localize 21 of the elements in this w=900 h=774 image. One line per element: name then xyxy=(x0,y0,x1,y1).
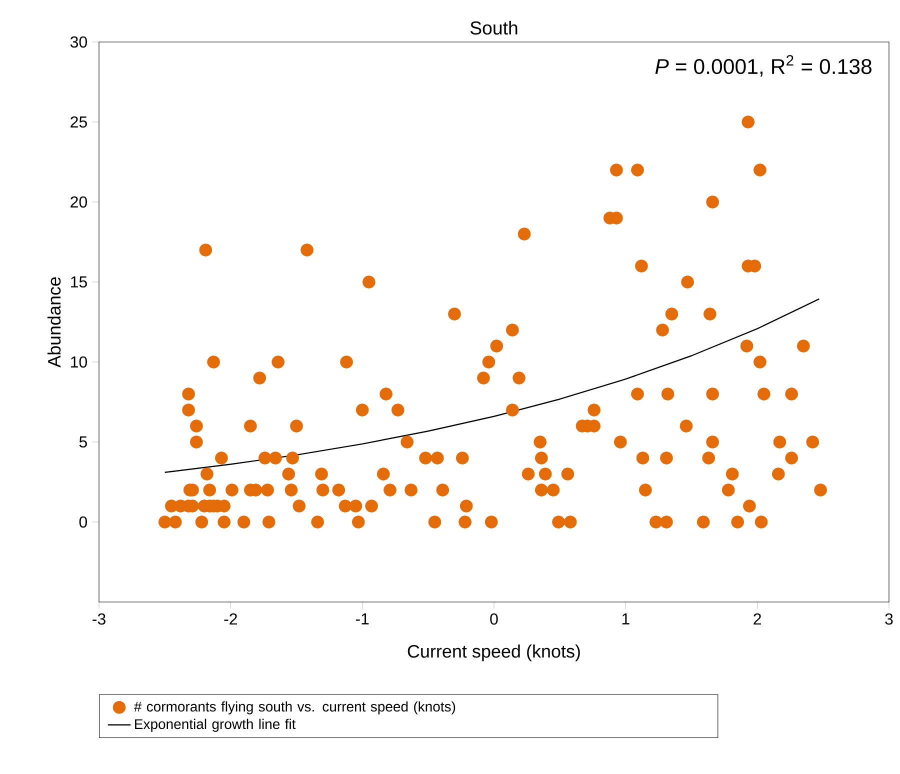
legend-label: # cormorants flying south vs. current speed (knots) xyxy=(134,701,456,714)
x-tick-label: 0 xyxy=(490,613,498,625)
x-axis-title: Current speed (knots) xyxy=(408,644,580,662)
y-axis-title: Abundance xyxy=(47,277,61,368)
y-tick-label: 30 xyxy=(70,36,88,48)
y-tick-label: 25 xyxy=(70,116,87,128)
x-tick-label: -2 xyxy=(224,613,237,625)
legend-label: Exponential growth line fit xyxy=(135,718,296,732)
y-tick-label: 0 xyxy=(79,516,88,528)
x-tick-label: 1 xyxy=(622,613,630,624)
line-series xyxy=(164,298,820,473)
annotation: P = 0.0001, R$^{2}$ = 0.138 xyxy=(655,55,872,77)
x-tick-label: -1 xyxy=(356,613,369,624)
x-tick-label: 3 xyxy=(885,613,893,625)
y-tick-label: 10 xyxy=(71,356,88,368)
chart-title: South xyxy=(470,20,518,35)
x-tick-label: 2 xyxy=(754,613,761,625)
y-tick-label: 5 xyxy=(79,436,87,448)
y-tick-label: 15 xyxy=(71,276,87,288)
x-tick-label: -3 xyxy=(92,613,106,625)
y-tick-label: 20 xyxy=(70,196,88,208)
